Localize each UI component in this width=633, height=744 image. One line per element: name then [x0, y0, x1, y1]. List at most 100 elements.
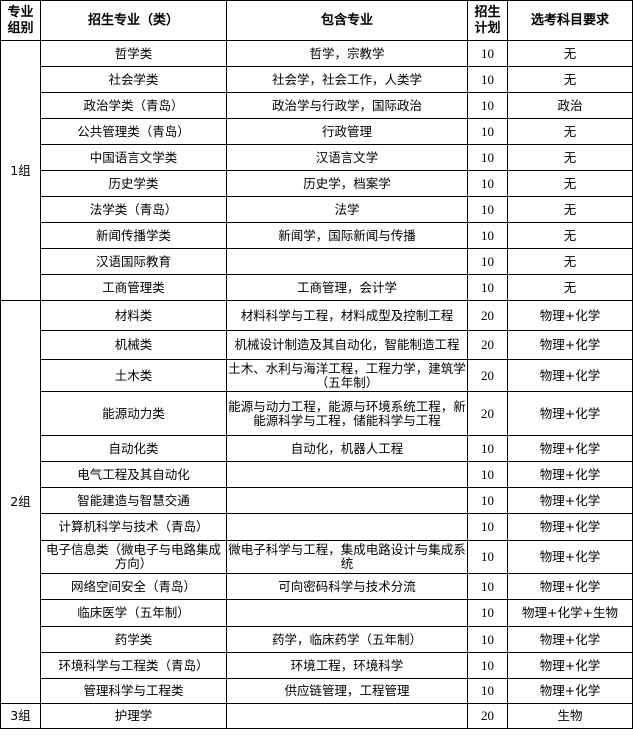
subjects-cell: 政治 [507, 92, 633, 119]
includes-cell [226, 487, 468, 514]
plan-cell: 10 [467, 573, 508, 600]
table-row: 2组 材料类 材料科学与工程，材料成型及控制工程 20 物理+化学 [0, 300, 633, 704]
table-row: 社会学类 社会学，社会工作，人类学 10 无 [1, 66, 633, 93]
includes-cell: 机械设计制造及其自动化，智能制造工程 [226, 330, 468, 360]
group-cell: 2组 [0, 300, 41, 704]
subjects-cell: 物理+化学 [507, 435, 633, 462]
plan-cell: 10 [467, 513, 508, 541]
table-row: 自动化类 自动化，机器人工程 10 物理+化学 [1, 435, 633, 462]
table-row: 机械类 机械设计制造及其自动化，智能制造工程 20 物理+化学 [1, 330, 633, 360]
header-group: 专业 组别 [0, 0, 41, 41]
plan-cell: 20 [467, 359, 508, 392]
table-row: 能源动力类 能源与动力工程，能源与环境系统工程，新能源科学与工程，储能科学与工程 2… [1, 391, 633, 436]
header-includes: 包含专业 [226, 0, 468, 41]
plan-cell: 20 [467, 300, 508, 331]
includes-cell: 土木、水利与海洋工程，工程力学，建筑学（五年制） [226, 359, 468, 392]
table-row: 新闻传播学类 新闻学，国际新闻与传播 10 无 [1, 222, 633, 249]
major-cell: 能源动力类 [40, 391, 227, 436]
table-row: 法学类（青岛） 法学 10 无 [1, 196, 633, 223]
subjects-cell: 生物 [507, 703, 633, 729]
plan-cell: 10 [467, 435, 508, 462]
admission-table: 专业 组别 招生专业（类） 包含专业 招生 计划 选考科目要求 1组 哲学类 哲学，宗教… [0, 0, 633, 729]
major-cell: 工商管理类 [40, 274, 227, 301]
major-cell: 法学类（青岛） [40, 196, 227, 223]
includes-cell: 能源与动力工程，能源与环境系统工程，新能源科学与工程，储能科学与工程 [226, 391, 468, 436]
header-group-line2: 组别 [7, 20, 34, 36]
subjects-cell: 无 [507, 144, 633, 171]
subjects-cell: 物理+化学 [507, 573, 633, 600]
table-row: 历史学类 历史学，档案学 10 无 [1, 170, 633, 197]
major-cell: 护理学 [40, 703, 227, 729]
plan-cell: 10 [467, 92, 508, 119]
major-cell: 网络空间安全（青岛） [40, 573, 227, 600]
includes-cell: 政治学与行政学，国际政治 [226, 92, 468, 119]
includes-cell: 历史学，档案学 [226, 170, 468, 197]
plan-cell: 10 [467, 118, 508, 145]
includes-cell: 药学，临床药学（五年制） [226, 626, 468, 653]
major-cell: 电气工程及其自动化 [40, 461, 227, 488]
subjects-cell: 物理+化学 [507, 487, 633, 514]
major-cell: 土木类 [40, 359, 227, 392]
includes-cell: 新闻学，国际新闻与传播 [226, 222, 468, 249]
includes-cell: 环境工程，环境科学 [226, 652, 468, 679]
includes-cell: 微电子科学与工程，集成电路设计与集成系统 [226, 540, 468, 574]
table-row: 电气工程及其自动化 10 物理+化学 [1, 461, 633, 488]
table-row: 电子信息类（微电子与电路集成方向） 微电子科学与工程，集成电路设计与集成系统 10 物… [1, 540, 633, 574]
table-row: 网络空间安全（青岛） 可向密码科学与技术分流 10 物理+化学 [1, 573, 633, 600]
plan-cell: 10 [467, 248, 508, 275]
includes-cell: 行政管理 [226, 118, 468, 145]
includes-cell: 材料科学与工程，材料成型及控制工程 [226, 300, 468, 331]
subjects-cell: 无 [507, 196, 633, 223]
table-row: 中国语言文学类 汉语言文学 10 无 [1, 144, 633, 171]
includes-cell: 哲学，宗教学 [226, 40, 468, 67]
plan-cell: 20 [467, 703, 508, 729]
plan-cell: 10 [467, 652, 508, 679]
table-row: 环境科学与工程类（青岛） 环境工程，环境科学 10 物理+化学 [1, 652, 633, 679]
plan-cell: 10 [467, 144, 508, 171]
major-cell: 哲学类 [40, 40, 227, 67]
major-cell: 管理科学与工程类 [40, 678, 227, 704]
subjects-cell: 物理+化学 [507, 540, 633, 574]
major-cell: 机械类 [40, 330, 227, 360]
subjects-cell: 无 [507, 222, 633, 249]
subjects-cell: 无 [507, 66, 633, 93]
subjects-cell: 物理+化学 [507, 359, 633, 392]
subjects-cell: 无 [507, 118, 633, 145]
major-cell: 智能建造与智慧交通 [40, 487, 227, 514]
table-row: 土木类 土木、水利与海洋工程，工程力学，建筑学（五年制） 20 物理+化学 [1, 359, 633, 392]
subjects-cell: 物理+化学 [507, 626, 633, 653]
subjects-cell: 物理+化学 [507, 391, 633, 436]
major-cell: 材料类 [40, 300, 227, 331]
includes-cell [226, 703, 468, 729]
header-group-line1: 专业 [7, 4, 34, 20]
table-row: 计算机科学与技术（青岛） 10 物理+化学 [1, 513, 633, 541]
plan-cell: 10 [467, 170, 508, 197]
subjects-cell: 无 [507, 248, 633, 275]
subjects-cell: 物理+化学 [507, 678, 633, 704]
plan-cell: 20 [467, 391, 508, 436]
group-cell: 1组 [0, 40, 41, 301]
header-plan-line2: 计划 [474, 20, 501, 36]
table-row: 3组 护理学 20 生物 [0, 703, 633, 729]
table-row: 工商管理类 工商管理，会计学 10 无 [1, 274, 633, 301]
plan-cell: 10 [467, 487, 508, 514]
major-cell: 药学类 [40, 626, 227, 653]
major-cell: 社会学类 [40, 66, 227, 93]
includes-cell: 自动化，机器人工程 [226, 435, 468, 462]
major-cell: 临床医学（五年制） [40, 599, 227, 627]
table-row: 药学类 药学，临床药学（五年制） 10 物理+化学 [1, 626, 633, 653]
subjects-cell: 无 [507, 274, 633, 301]
includes-cell [226, 461, 468, 488]
includes-cell [226, 513, 468, 541]
major-cell: 自动化类 [40, 435, 227, 462]
major-cell: 汉语国际教育 [40, 248, 227, 275]
table-row: 管理科学与工程类 供应链管理，工程管理 10 物理+化学 [1, 678, 633, 704]
major-cell: 政治学类（青岛） [40, 92, 227, 119]
major-cell: 历史学类 [40, 170, 227, 197]
subjects-cell: 物理+化学 [507, 330, 633, 360]
header-major: 招生专业（类） [40, 0, 227, 41]
subjects-cell: 物理+化学 [507, 652, 633, 679]
table-row: 政治学类（青岛） 政治学与行政学，国际政治 10 政治 [1, 92, 633, 119]
plan-cell: 10 [467, 599, 508, 627]
table-row: 公共管理类（青岛） 行政管理 10 无 [1, 118, 633, 145]
